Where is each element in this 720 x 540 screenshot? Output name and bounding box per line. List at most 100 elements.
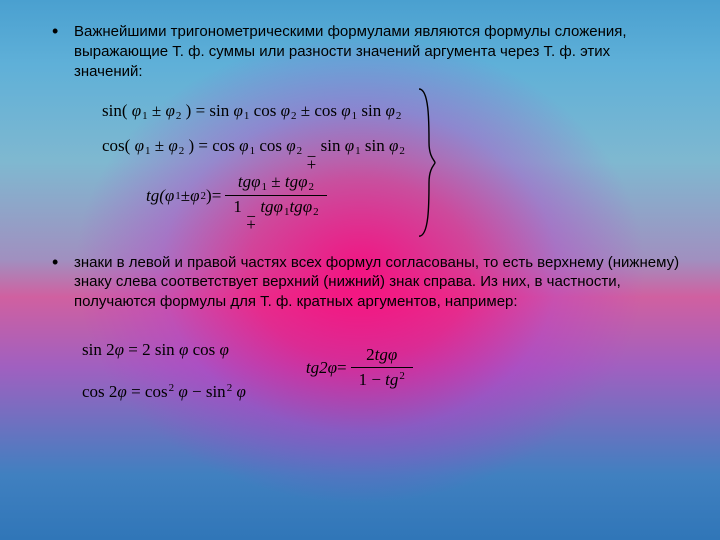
- sin-arg1: φ: [132, 101, 141, 120]
- formula-cos-addition: cos( φ1 ± φ2 ) = cos φ1 cos φ2 sin φ1 si…: [102, 136, 405, 157]
- cos-arg1: φ: [135, 136, 144, 155]
- sin-t1s: 1: [243, 110, 250, 122]
- sin2-r2: cos: [193, 340, 220, 359]
- tg2-num-b: tg: [375, 345, 388, 364]
- tg-num-a: tg: [238, 172, 251, 191]
- sin2-lhs: sin 2: [82, 340, 115, 359]
- sin-t4b: φ: [386, 101, 395, 120]
- bullet-2-text: знаки в левой и правой частях всех форму…: [74, 254, 679, 311]
- sin2-phi: φ: [115, 340, 124, 359]
- tg2-den: 1 − tg2: [351, 368, 413, 392]
- double-angle-block: sin 2φ = 2 sin φ cos φ cos 2φ = cos2 φ −…: [82, 326, 680, 424]
- sin-op: ±: [152, 101, 161, 120]
- formula-sin-addition: sin( φ1 ± φ2 ) = sin φ1 cos φ2 ± cos φ1 …: [102, 101, 405, 122]
- cos-t1b: φ: [239, 136, 248, 155]
- cos-t4s: 2: [398, 145, 405, 157]
- slide-root: Важнейшими тригонометрическими формулами…: [0, 0, 720, 444]
- addition-formulas-block: sin( φ1 ± φ2 ) = sin φ1 cos φ2 ± cos φ1 …: [102, 91, 680, 234]
- tg2-eq: =: [337, 358, 347, 378]
- sin-t4s: 2: [395, 110, 402, 122]
- cos2-r1p: φ: [174, 382, 188, 401]
- right-brace-icon: [415, 87, 437, 238]
- tg-arg2: φ: [190, 186, 199, 206]
- tg-num-s2: 2: [308, 181, 315, 193]
- cos2-r2p: φ: [232, 382, 246, 401]
- sin-arg2: φ: [166, 101, 175, 120]
- formula-cos-2phi: cos 2φ = cos2 φ − sin2 φ: [82, 382, 246, 402]
- sin-sub2: 2: [175, 110, 182, 122]
- cos-t2s: 2: [296, 145, 303, 157]
- tg2-phi: φ: [328, 358, 337, 378]
- bullet-1-text: Важнейшими тригонометрическими формулами…: [74, 23, 627, 80]
- tg2-num-a: 2: [366, 345, 375, 364]
- tg2-num-p: φ: [388, 345, 397, 364]
- tg-num-b: tg: [285, 172, 298, 191]
- tg2-den-a: tg: [385, 370, 398, 389]
- tg-lhs-func: tg(: [146, 186, 165, 206]
- cos2-lhs: cos 2: [82, 382, 117, 401]
- tg-op: ±: [181, 186, 190, 206]
- cos2-phi: φ: [117, 382, 126, 401]
- cos-t1a: cos: [212, 136, 239, 155]
- double-left-col: sin 2φ = 2 sin φ cos φ cos 2φ = cos2 φ −…: [82, 326, 246, 424]
- sin-t2b: φ: [281, 101, 290, 120]
- sin2-eq: =: [128, 340, 142, 359]
- cos-t3a: sin: [321, 136, 345, 155]
- tg2-fraction: 2tgφ 1 − tg2: [351, 344, 413, 391]
- tg-num-op: ±: [271, 172, 285, 191]
- tg-den-a: tg: [260, 197, 273, 216]
- tg2-den-pre: 1 −: [359, 370, 386, 389]
- tg-eq: =: [212, 186, 222, 206]
- sin-close: ): [186, 101, 192, 120]
- cos2-r2: sin: [206, 382, 226, 401]
- tg2-lhs: tg2: [306, 358, 328, 378]
- formula-tg-2phi: tg2φ = 2tgφ 1 − tg2: [306, 344, 417, 391]
- sin-t2s: 2: [290, 110, 297, 122]
- sin-t1a: sin: [209, 101, 233, 120]
- tg-den-s2: 2: [312, 206, 319, 218]
- tg2-den-sup: 2: [398, 370, 405, 382]
- cos-t3b: φ: [345, 136, 354, 155]
- cos-eq: =: [198, 136, 212, 155]
- sin2-r1p: φ: [179, 340, 188, 359]
- tg2-num: 2tgφ: [351, 344, 413, 368]
- cos-t1s: 1: [249, 145, 256, 157]
- sin-t1b: φ: [234, 101, 243, 120]
- tg-den-pre: 1: [233, 197, 246, 216]
- formula-sin-2phi: sin 2φ = 2 sin φ cos φ: [82, 340, 246, 360]
- sin-sub1: 1: [141, 110, 148, 122]
- sin-t3s: 1: [351, 110, 358, 122]
- tg-den: 1 tgφ1tgφ2: [225, 196, 326, 220]
- cos-t3s: 1: [354, 145, 361, 157]
- sin2-r2p: φ: [220, 340, 229, 359]
- tg-den-p2: φ: [303, 197, 312, 216]
- cos-t2a: cos: [259, 136, 286, 155]
- formula-tg-addition: tg( φ1 ± φ2 ) = tgφ1 ± tgφ2 1: [102, 171, 405, 220]
- cos-t4a: sin: [365, 136, 389, 155]
- tg-den-p1: φ: [274, 197, 283, 216]
- sin-eq: =: [196, 101, 210, 120]
- tg-fraction: tgφ1 ± tgφ2 1 tgφ1tgφ2: [225, 171, 326, 220]
- tg-num-s1: 1: [261, 181, 268, 193]
- cos-sub2: 2: [178, 145, 185, 157]
- sin-midop: ±: [301, 101, 315, 120]
- bullet-2: знаки в левой и правой частях всех форму…: [52, 253, 680, 312]
- cos-arg2: φ: [168, 136, 177, 155]
- tg-arg1: φ: [165, 186, 174, 206]
- sin-t4a: sin: [361, 101, 385, 120]
- bullet-1: Важнейшими тригонометрическими формулами…: [52, 22, 680, 81]
- sin-t3b: φ: [341, 101, 350, 120]
- sin-lhs-func: sin(: [102, 101, 128, 120]
- tg-den-b: tg: [289, 197, 302, 216]
- cos-op: ±: [155, 136, 164, 155]
- cos-close: ): [188, 136, 194, 155]
- cos2-r1: cos: [145, 382, 168, 401]
- cos2-mid: −: [192, 382, 206, 401]
- bullet-list: Важнейшими тригонометрическими формулами…: [52, 22, 680, 424]
- addition-formulas: sin( φ1 ± φ2 ) = sin φ1 cos φ2 ± cos φ1 …: [102, 91, 439, 234]
- sin2-r1: 2 sin: [142, 340, 179, 359]
- cos-t2b: φ: [286, 136, 295, 155]
- tg-num-p1: φ: [251, 172, 260, 191]
- sin-t3a: cos: [314, 101, 341, 120]
- sin-t2a: cos: [254, 101, 281, 120]
